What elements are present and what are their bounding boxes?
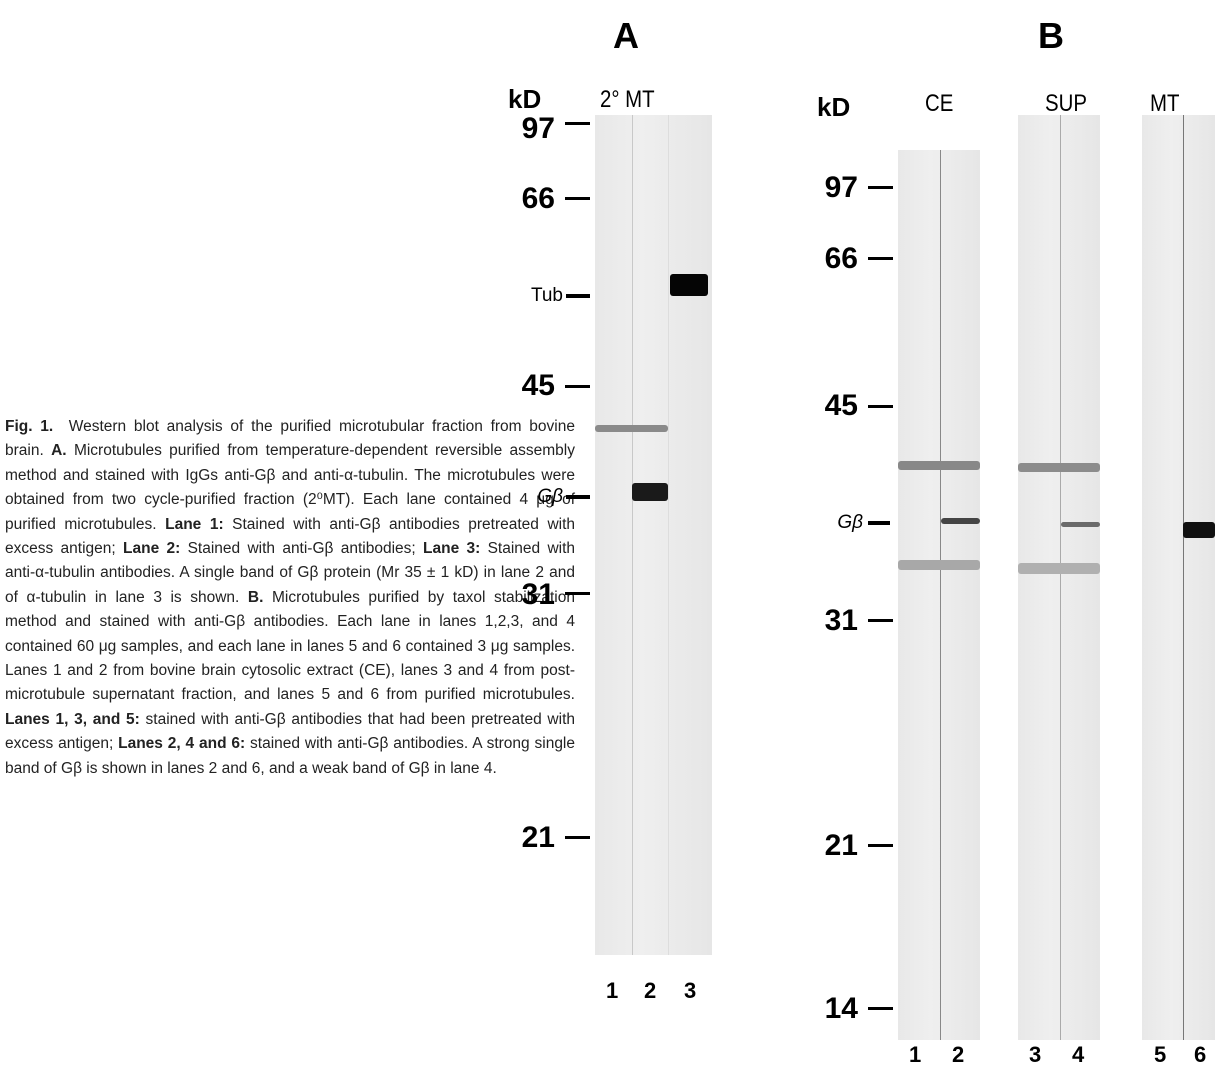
lane-header: SUP [1045,92,1087,116]
marker-tick [565,836,590,839]
marker-tick [868,186,893,189]
lane-header: 2° MT [600,88,655,112]
band [1018,463,1100,472]
caption-bold: Lane 3: [423,540,480,557]
band [1061,522,1100,527]
marker-label: 66 [455,184,555,214]
lane-divider [1060,115,1061,1040]
lane-header: CE [925,92,953,116]
band [1183,522,1215,538]
marker-label: 97 [455,114,555,144]
band [1018,563,1100,574]
lane-number: 6 [1194,1044,1206,1066]
panel-label: B [1038,18,1064,54]
band [898,560,980,570]
marker-label: 45 [758,391,858,421]
unit-label: kD [508,86,541,112]
marker-label: 97 [758,173,858,203]
marker-label: 31 [455,580,555,610]
marker-label: 14 [758,994,858,1024]
marker-label: Gβ [463,487,563,506]
marker-label: Tub [463,286,563,305]
lane-divider [632,115,633,955]
blot-strip [1142,115,1215,1040]
caption-bold: Lane 1: [165,516,224,533]
marker-tick [868,405,893,408]
marker-tick [566,294,590,298]
marker-tick [565,592,590,595]
marker-tick [868,1007,893,1010]
figure-page: Fig. 1. Western blot analysis of the pur… [0,0,1215,1069]
marker-label: 31 [758,606,858,636]
lane-divider [1183,115,1184,1040]
band [898,461,980,470]
marker-tick [868,521,890,525]
lane-number: 5 [1154,1044,1166,1066]
blot-strip [595,115,712,955]
lane-header: MT [1150,92,1179,116]
blot-strip [1018,115,1100,1040]
lane-number: 2 [952,1044,964,1066]
lane-number: 1 [606,980,618,1002]
marker-label: 45 [455,371,555,401]
caption-bold: Fig. 1. [5,418,53,435]
lane-number: 4 [1072,1044,1084,1066]
caption-bold: B. [248,589,264,606]
marker-tick [868,619,893,622]
marker-tick [566,495,590,499]
caption-bold: Lanes 2, 4 and 6: [118,735,245,752]
marker-tick [868,257,893,260]
marker-label: 66 [758,244,858,274]
marker-tick [565,385,590,388]
caption-bold: A. [51,442,67,459]
caption-bold: Lanes 1, 3, and 5: [5,711,140,728]
marker-label: 21 [758,831,858,861]
lane-divider [940,150,941,1040]
lane-number: 3 [684,980,696,1002]
lane-number: 2 [644,980,656,1002]
panel-label: A [613,18,639,54]
marker-label: 21 [455,823,555,853]
band [670,274,708,296]
lane-number: 3 [1029,1044,1041,1066]
blot-strip [898,150,980,1040]
caption-bold: Lane 2: [123,540,180,557]
lane-divider [668,115,669,955]
band [632,483,668,501]
marker-label: Gβ [763,513,863,532]
marker-tick [868,844,893,847]
band [595,425,668,432]
marker-tick [565,197,590,200]
caption-text: Stained with anti-Gβ antibodies; [180,540,423,557]
lane-number: 1 [909,1044,921,1066]
unit-label: kD [817,94,850,120]
marker-tick [565,122,590,125]
band [941,518,980,524]
